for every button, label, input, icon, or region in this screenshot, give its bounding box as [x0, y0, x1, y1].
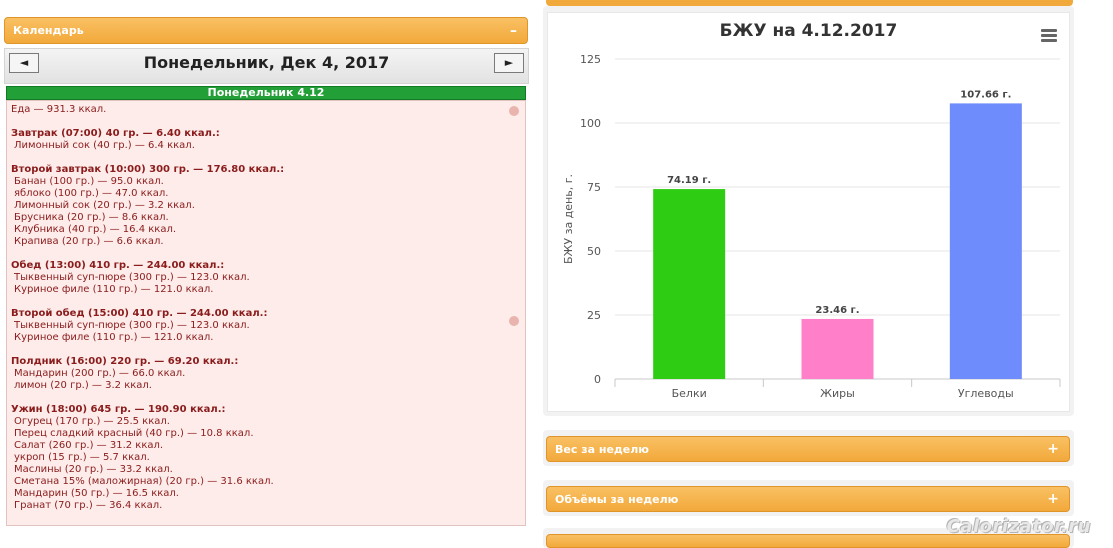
meal-item: Лимонный сок (40 гр.) — 6.4 ккал.	[14, 140, 195, 151]
expand-icon[interactable]: +	[1047, 491, 1059, 507]
calendar-header-label: Календарь	[13, 24, 84, 37]
meal-title: Ужин (18:00) 645 гр. — 190.90 ккал.:	[11, 404, 226, 415]
meal-item: лимон (20 гр.) — 3.2 ккал.	[14, 380, 152, 391]
meal-item: яблоко (100 гр.) — 47.0 ккал.	[14, 188, 169, 199]
meal-block: Полдник (16:00) 220 гр. — 69.20 ккал.: Ма…	[11, 356, 521, 392]
meal-title: Завтрак (07:00) 40 гр. — 6.40 ккал.:	[11, 128, 220, 139]
meal-item: Перец сладкий красный (40 гр.) — 10.8 кк…	[14, 428, 254, 439]
y-tick-label: 0	[594, 373, 601, 386]
meal-item: Крапива (20 гр.) — 6.6 ккал.	[14, 236, 164, 247]
expand-icon[interactable]: +	[1047, 441, 1059, 457]
data-label: 107.66 г.	[960, 89, 1011, 100]
meal-item: Клубника (40 гр.) — 16.4 ккал.	[14, 224, 177, 235]
data-label: 23.46 г.	[815, 305, 859, 316]
weight-panel-header[interactable]: Вес за неделю +	[546, 436, 1070, 462]
meal-item: Огурец (170 гр.) — 25.5 ккал.	[14, 416, 170, 427]
volume-panel-header[interactable]: Объёмы за неделю +	[546, 486, 1070, 512]
meal-item: укроп (15 гр.) — 5.7 ккал.	[14, 452, 150, 463]
food-total: Еда — 931.3 ккал.	[11, 104, 107, 115]
meal-item: Тыквенный суп-пюре (300 гр.) — 123.0 кка…	[14, 272, 250, 283]
meal-item: Тыквенный суп-пюре (300 гр.) — 123.0 кка…	[14, 320, 250, 331]
x-tick-label: Углеводы	[958, 387, 1014, 400]
meal-block: Обед (13:00) 410 гр. — 244.00 ккал.: Тыкв…	[11, 260, 521, 296]
meal-title: Второй завтрак (10:00) 300 гр. — 176.80 …	[11, 164, 285, 175]
meal-item: Брусника (20 гр.) — 8.6 ккал.	[14, 212, 169, 223]
y-tick-label: 50	[587, 245, 601, 258]
meal-list: Завтрак (07:00) 40 гр. — 6.40 ккал.: Лимо…	[11, 128, 521, 512]
meal-item: Лимонный сок (20 гр.) — 3.2 ккал.	[14, 200, 195, 211]
y-tick-label: 125	[580, 53, 601, 66]
day-title: Понедельник, Дек 4, 2017	[143, 53, 390, 72]
y-tick-label: 75	[587, 181, 601, 194]
top-panel-edge	[546, 0, 1073, 6]
chart-title: БЖУ на 4.12.2017	[719, 21, 898, 41]
volume-panel-label: Объёмы за неделю	[555, 492, 679, 506]
y-tick-label: 25	[587, 309, 601, 322]
meal-block: Второй завтрак (10:00) 300 гр. — 176.80 …	[11, 164, 521, 248]
edit-icon[interactable]	[509, 316, 519, 326]
x-tick-label: Белки	[672, 387, 707, 400]
chart-container: БЖУ на 4.12.2017 0 25 50 75 100 125 74.19 г. Бе…	[547, 12, 1070, 412]
meal-title: Обед (13:00) 410 гр. — 244.00 ккал.:	[11, 260, 225, 271]
edit-icon[interactable]	[509, 106, 519, 116]
food-log: Еда — 931.3 ккал. Завтрак (07:00) 40 гр.…	[6, 100, 526, 526]
hamburger-menu-icon[interactable]	[1041, 29, 1057, 43]
next-day-button[interactable]: ►	[494, 53, 524, 73]
day-navigation: ◄ Понедельник, Дек 4, 2017 ►	[4, 48, 529, 84]
meal-item: Салат (260 гр.) — 31.2 ккал.	[14, 440, 164, 451]
data-label: 74.19 г.	[667, 175, 711, 186]
meal-item: Сметана 15% (маложирная) (20 гр.) — 31.6…	[14, 476, 274, 487]
x-tick-label: Жиры	[820, 387, 855, 400]
bar	[653, 189, 726, 379]
collapse-icon[interactable]: –	[510, 22, 517, 39]
y-tick-label: 100	[580, 117, 601, 130]
watermark: Calorizator.ru	[946, 516, 1091, 537]
meal-item: Мандарин (50 гр.) — 16.5 ккал.	[14, 488, 179, 499]
weight-panel-label: Вес за неделю	[555, 442, 649, 456]
meal-block: Завтрак (07:00) 40 гр. — 6.40 ккал.: Лимо…	[11, 128, 521, 152]
meal-item: Куриное филе (110 гр.) — 121.0 ккал.	[14, 332, 214, 343]
meal-item: Куриное филе (110 гр.) — 121.0 ккал.	[14, 284, 214, 295]
meal-item: Банан (100 гр.) — 95.0 ккал.	[14, 176, 164, 187]
bar	[801, 318, 874, 379]
meal-item: Гранат (70 гр.) — 36.4 ккал.	[14, 500, 163, 511]
meal-block: Второй обед (15:00) 410 гр. — 244.00 кка…	[11, 308, 521, 344]
meal-title: Второй обед (15:00) 410 гр. — 244.00 кка…	[11, 308, 268, 319]
meal-item: Мандарин (200 гр.) — 66.0 ккал.	[14, 368, 186, 379]
day-bar: Понедельник 4.12	[6, 86, 526, 100]
y-axis-label: БЖУ за день, г.	[562, 174, 575, 264]
bar	[949, 103, 1022, 379]
prev-day-button[interactable]: ◄	[9, 53, 39, 73]
calendar-panel-header[interactable]: Календарь –	[4, 17, 528, 44]
meal-title: Полдник (16:00) 220 гр. — 69.20 ккал.:	[11, 356, 239, 367]
bar-chart: 0 25 50 75 100 125 74.19 г. Белки 23.46 г. Жиры 10…	[562, 53, 1061, 400]
meal-item: Маслины (20 гр.) — 33.2 ккал.	[14, 464, 173, 475]
meal-block: Ужин (18:00) 645 гр. — 190.90 ккал.: Огур…	[11, 404, 521, 512]
